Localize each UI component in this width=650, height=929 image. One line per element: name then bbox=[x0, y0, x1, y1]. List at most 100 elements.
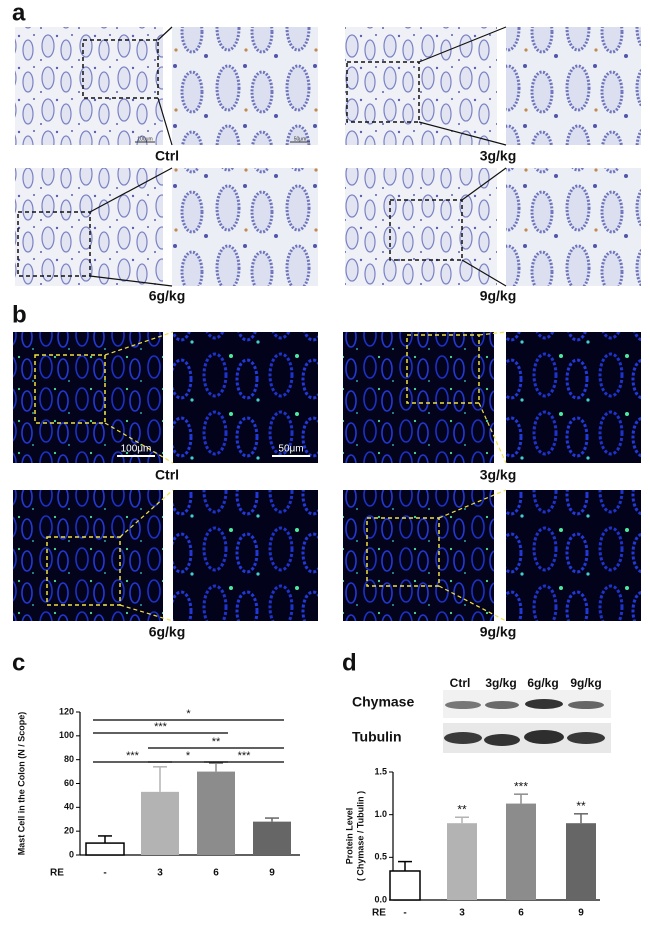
micrograph bbox=[15, 27, 163, 145]
x-tick-label: 9 bbox=[578, 908, 584, 919]
band bbox=[525, 699, 563, 709]
lane-label: 3g/kg bbox=[485, 676, 516, 690]
scale-bar-label: 50μm bbox=[294, 136, 307, 142]
micrograph bbox=[343, 332, 494, 463]
micrograph-zoom bbox=[172, 168, 318, 286]
zoom-line bbox=[104, 331, 174, 356]
blot bbox=[443, 690, 611, 753]
scale-bar-label: 50μm bbox=[278, 444, 303, 455]
y-axis-label: Mast Cell in the Colon (N / Scope) bbox=[16, 712, 26, 856]
x-tick-label: 6 bbox=[213, 868, 219, 879]
band bbox=[567, 732, 605, 744]
band bbox=[444, 732, 482, 744]
zoom-box bbox=[346, 61, 420, 123]
comparison-label: *** bbox=[154, 721, 168, 733]
image-label: Ctrl bbox=[155, 148, 179, 164]
micrograph-zoom bbox=[173, 332, 318, 463]
bar bbox=[253, 821, 291, 855]
micrograph bbox=[15, 168, 163, 286]
significance-label: *** bbox=[514, 779, 528, 793]
y-tick-label: 100 bbox=[59, 730, 74, 740]
y-tick-label: 120 bbox=[59, 706, 74, 716]
zoom-box bbox=[82, 39, 159, 99]
lane-label: 6g/kg bbox=[527, 676, 558, 690]
panel-label: d bbox=[342, 649, 357, 676]
blot-row-label: Chymase bbox=[352, 694, 414, 710]
micrograph bbox=[13, 332, 163, 463]
image-label: 9g/kg bbox=[480, 624, 517, 640]
y-tick-label: 0.0 bbox=[374, 894, 387, 904]
scale-bar-label: 100μm bbox=[121, 444, 152, 455]
bar bbox=[85, 842, 125, 856]
panel-label: a bbox=[12, 0, 26, 26]
y-tick-label: 20 bbox=[64, 826, 74, 836]
zoom-line bbox=[89, 275, 173, 287]
bar bbox=[447, 823, 477, 900]
zoom-line bbox=[119, 489, 174, 538]
comparison-label: *** bbox=[126, 750, 140, 762]
micrograph bbox=[343, 490, 494, 621]
blot-row-label: Tubulin bbox=[352, 729, 402, 745]
micrograph bbox=[345, 27, 497, 145]
band bbox=[568, 701, 604, 709]
band bbox=[485, 701, 519, 709]
zoom-line bbox=[438, 489, 507, 519]
micrograph-zoom bbox=[506, 490, 641, 621]
comparison-label: *** bbox=[238, 750, 252, 762]
lane-label: Ctrl bbox=[450, 676, 471, 690]
zoom-line bbox=[478, 331, 507, 336]
zoom-box bbox=[17, 211, 91, 277]
zoom-line bbox=[461, 259, 507, 287]
scale-bar-label: 100μm bbox=[137, 136, 152, 142]
bar bbox=[566, 823, 596, 900]
band bbox=[445, 701, 481, 709]
zoom-line bbox=[438, 585, 507, 622]
comparison-label: * bbox=[186, 708, 191, 720]
image-label: 6g/kg bbox=[149, 624, 186, 640]
zoom-line bbox=[461, 167, 507, 201]
micrograph-zoom bbox=[506, 168, 641, 286]
bar bbox=[141, 791, 179, 855]
y-axis-label: Protein Level bbox=[344, 808, 354, 865]
y-tick-label: 80 bbox=[64, 754, 74, 764]
y-tick-label: 40 bbox=[64, 802, 74, 812]
zoom-line bbox=[119, 604, 174, 622]
image-label: Ctrl bbox=[155, 467, 179, 483]
lane-label: 9g/kg bbox=[570, 676, 601, 690]
x-axis-label: RE bbox=[50, 868, 64, 879]
micrograph bbox=[345, 168, 497, 286]
band bbox=[524, 730, 564, 744]
image-label: 3g/kg bbox=[480, 148, 517, 164]
micrograph-zoom bbox=[506, 332, 641, 463]
x-tick-label: 6 bbox=[518, 908, 524, 919]
micrograph-zoom bbox=[506, 27, 641, 145]
zoom-line bbox=[157, 97, 173, 146]
x-axis-label: RE bbox=[372, 908, 386, 919]
micrograph-zoom bbox=[172, 27, 318, 145]
y-tick-label: 1.0 bbox=[374, 809, 387, 819]
zoom-line bbox=[157, 26, 173, 41]
image-label: 9g/kg bbox=[480, 288, 517, 304]
y-axis-label: ( Chymase / Tubulin ) bbox=[355, 791, 365, 881]
y-tick-label: 60 bbox=[64, 778, 74, 788]
zoom-box bbox=[406, 334, 480, 404]
significance-label: ** bbox=[576, 799, 586, 813]
x-tick-label: 3 bbox=[157, 868, 163, 879]
zoom-box bbox=[366, 517, 440, 587]
zoom-line bbox=[89, 167, 173, 213]
zoom-box bbox=[46, 536, 121, 606]
panel-label: c bbox=[12, 649, 25, 676]
zoom-line bbox=[104, 422, 174, 464]
y-tick-label: 1.5 bbox=[374, 766, 387, 776]
x-tick-label: 3 bbox=[459, 908, 465, 919]
x-tick-label: 9 bbox=[269, 868, 275, 879]
y-tick-label: 0.5 bbox=[374, 852, 387, 862]
zoom-box bbox=[34, 354, 106, 424]
image-label: 3g/kg bbox=[480, 467, 517, 483]
zoom-box bbox=[389, 199, 463, 261]
zoom-line bbox=[418, 121, 507, 146]
image-label: 6g/kg bbox=[149, 288, 186, 304]
comparison-label: * bbox=[186, 750, 191, 762]
micrograph bbox=[13, 490, 163, 621]
